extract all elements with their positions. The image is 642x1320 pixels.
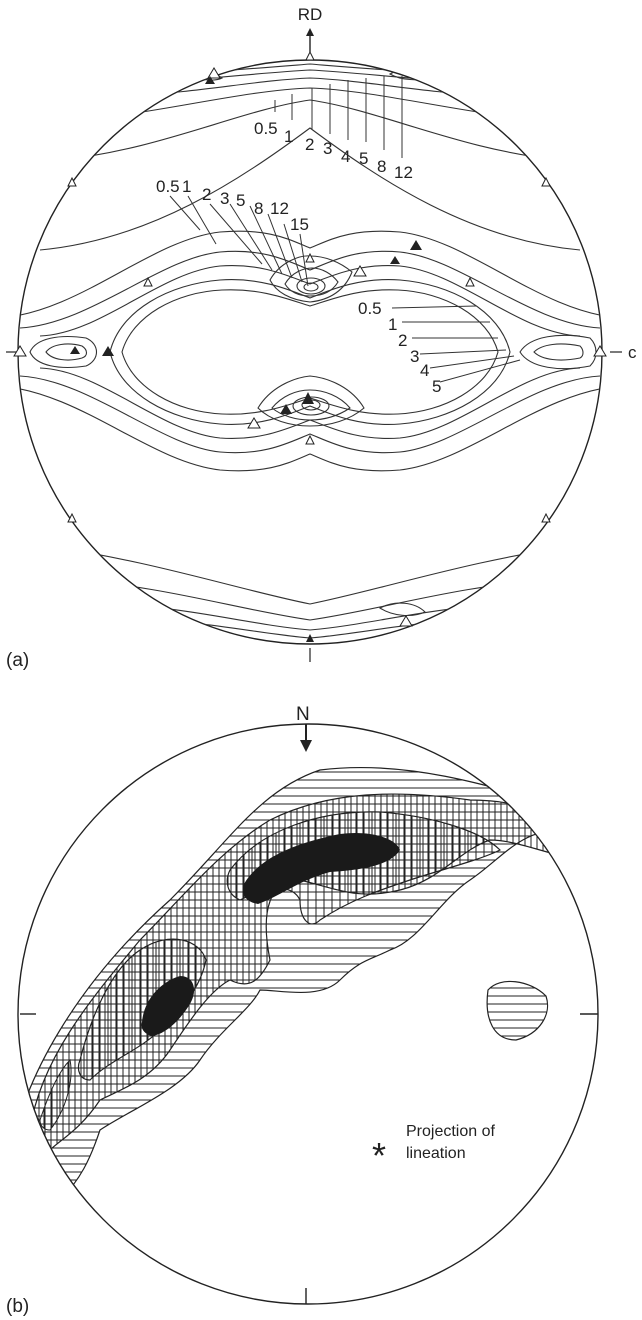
legend-line-2: lineation <box>406 1145 466 1162</box>
lineation-asterisk-icon: * <box>372 1135 386 1176</box>
contour-label: 12 <box>270 199 289 218</box>
filled-triangle-icon <box>306 634 314 642</box>
outer-density-zone <box>18 766 598 1201</box>
contour-label: 1 <box>284 127 293 146</box>
maximum-density-zone <box>141 976 195 1036</box>
leader-lines-a <box>169 76 521 383</box>
contour-label: 3 <box>323 139 332 158</box>
filled-triangle-icon <box>102 346 114 356</box>
filled-triangle-icon <box>70 346 80 354</box>
contour-label: 8 <box>377 157 386 176</box>
open-triangle-icon <box>399 615 413 627</box>
pole-figure-a: RD c <box>6 5 637 671</box>
contour-label: 0.5 <box>254 119 278 138</box>
open-triangle-icon <box>207 67 221 79</box>
open-triangle-icon <box>143 276 153 287</box>
open-triangle-icon <box>541 176 551 187</box>
density-shading <box>18 766 598 1201</box>
contour-label: 5 <box>359 149 368 168</box>
open-triangle-icon <box>247 417 261 429</box>
contour-label: 1 <box>388 315 397 334</box>
right-contour-labels: 0.5 1 2 3 4 5 <box>358 299 441 396</box>
triangle-markers <box>13 50 607 642</box>
legend-line-1: Projection of <box>406 1123 495 1140</box>
open-triangle-icon <box>305 434 315 445</box>
contour-label: 2 <box>398 331 407 350</box>
contour-label: 4 <box>341 147 350 166</box>
open-triangle-icon <box>353 265 367 277</box>
contour-label: 2 <box>305 135 314 154</box>
open-triangle-icon <box>465 276 475 287</box>
contour-label: 8 <box>254 199 263 218</box>
filled-triangle-icon <box>302 392 314 404</box>
contour-label: 3 <box>410 347 419 366</box>
island-density-zone <box>486 980 548 1041</box>
maximum-density-zone <box>242 832 400 904</box>
open-triangle-icon <box>541 512 551 523</box>
north-arrow-icon <box>300 740 312 752</box>
inner-density-zone <box>39 1058 72 1131</box>
c-axis-label: c <box>628 343 637 362</box>
top-band-contours <box>39 63 581 251</box>
rd-axis-label: RD <box>298 5 323 24</box>
contour-label: 4 <box>420 361 429 380</box>
panel-a-label: (a) <box>6 650 29 671</box>
open-triangle-icon <box>67 176 77 187</box>
central-contours <box>18 230 602 472</box>
contour-label: 2 <box>202 185 211 204</box>
open-triangle-icon <box>305 252 315 263</box>
filled-triangle-icon <box>390 256 400 264</box>
filled-triangle-icon <box>205 76 215 84</box>
open-triangle-icon <box>67 512 77 523</box>
contour-label: 5 <box>236 191 245 210</box>
contour-label: 0.5 <box>358 299 382 318</box>
panel-b-label: (b) <box>6 1296 29 1317</box>
filled-triangle-icon <box>410 240 422 250</box>
inner-density-zone <box>77 938 207 1081</box>
open-triangle-icon <box>593 345 607 357</box>
contour-label: 3 <box>220 189 229 208</box>
pole-figure-b: N * Projection of lineation (b) <box>6 704 599 1317</box>
contour-label: 15 <box>290 215 309 234</box>
rd-arrow-icon <box>306 28 314 36</box>
north-label: N <box>296 704 310 725</box>
center-contour-labels: 0.5 1 2 3 5 8 12 15 <box>156 177 309 234</box>
contour-label: 12 <box>394 163 413 182</box>
open-triangle-icon <box>305 50 315 61</box>
filled-triangle-icon <box>280 404 292 414</box>
top-contour-labels: 0.5 1 2 3 4 5 8 12 <box>254 119 413 182</box>
open-triangle-icon <box>13 345 27 357</box>
bottom-band-contours <box>39 544 581 639</box>
contour-label: 0.5 <box>156 177 180 196</box>
contour-label: 1 <box>182 177 191 196</box>
contour-label: 5 <box>432 377 441 396</box>
